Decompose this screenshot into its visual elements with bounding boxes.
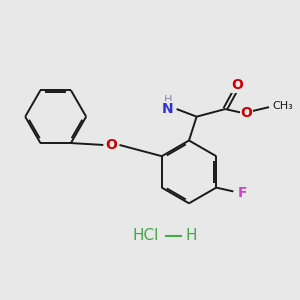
Text: H: H bbox=[185, 228, 197, 243]
Text: O: O bbox=[105, 138, 117, 152]
Text: CH₃: CH₃ bbox=[273, 101, 294, 111]
Text: H: H bbox=[164, 94, 172, 104]
Text: F: F bbox=[238, 186, 248, 200]
Text: N: N bbox=[162, 102, 174, 116]
Text: HCl: HCl bbox=[132, 228, 158, 243]
Text: O: O bbox=[232, 78, 244, 92]
Text: O: O bbox=[240, 106, 252, 120]
